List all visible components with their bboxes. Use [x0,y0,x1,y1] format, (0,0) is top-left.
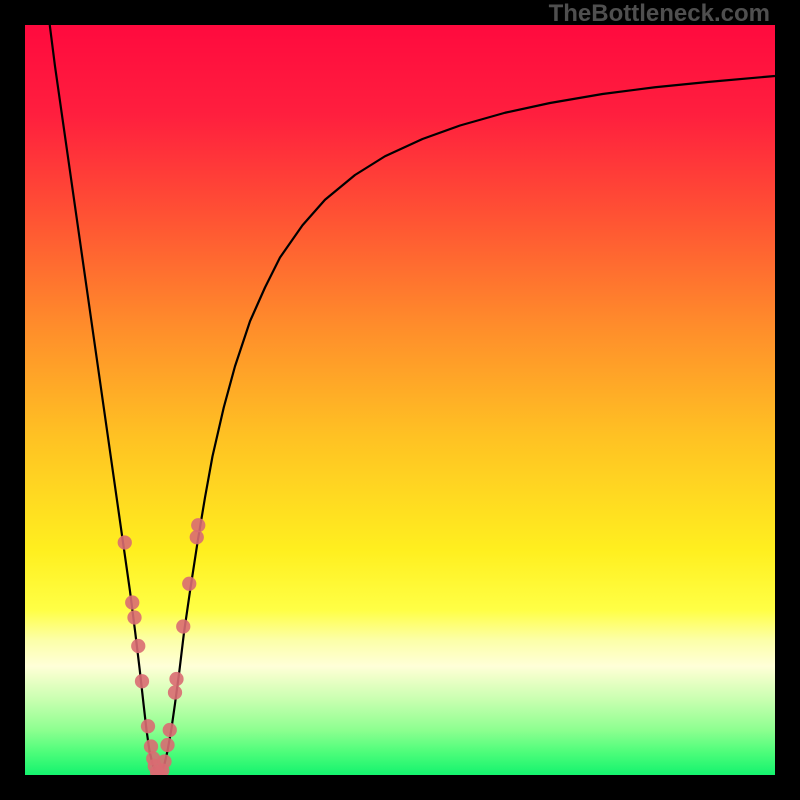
data-marker [176,619,190,633]
data-marker [157,754,171,768]
gradient-background [25,25,775,775]
data-marker [118,535,132,549]
chart-svg [25,25,775,775]
data-marker [191,518,205,532]
data-marker [190,530,204,544]
plot-area [25,25,775,775]
data-marker [127,610,141,624]
data-marker [169,672,183,686]
data-marker [182,577,196,591]
data-marker [131,639,145,653]
data-marker [163,723,177,737]
data-marker [135,674,149,688]
data-marker [141,719,155,733]
data-marker [144,739,158,753]
watermark-text: TheBottleneck.com [549,0,770,28]
data-marker [125,595,139,609]
data-marker [160,738,174,752]
data-marker [168,685,182,699]
